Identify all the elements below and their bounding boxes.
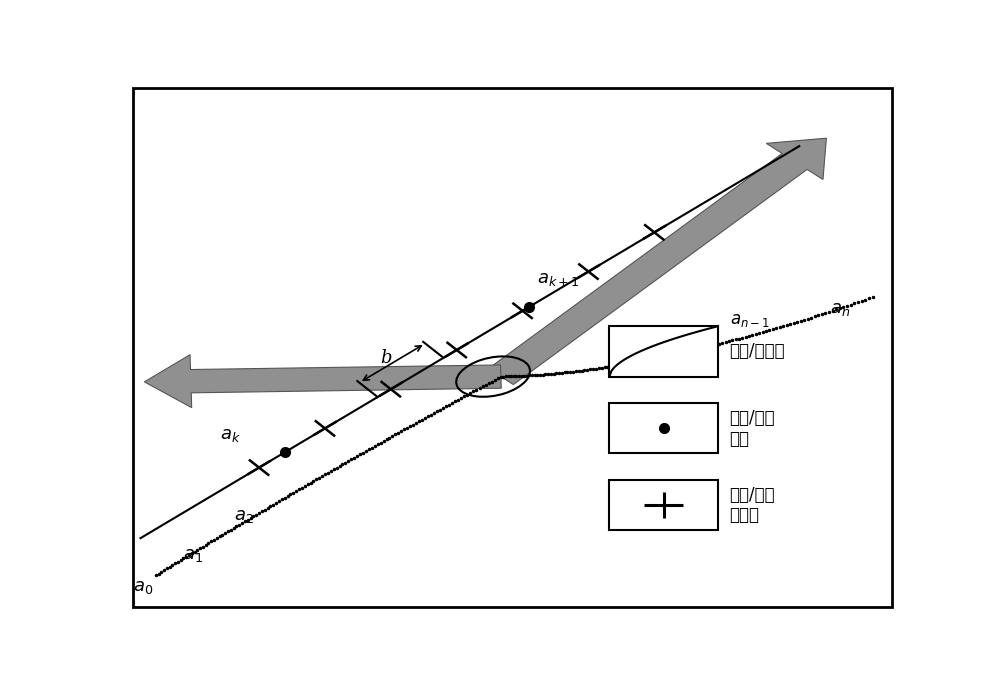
Text: $a_2$: $a_2$ <box>234 506 253 525</box>
Text: $a_1$: $a_1$ <box>183 546 203 564</box>
Bar <box>609 326 718 376</box>
Text: $a_n$: $a_n$ <box>830 300 850 318</box>
Bar <box>609 403 718 453</box>
Text: $a_{k+1}$: $a_{k+1}$ <box>537 270 580 288</box>
Text: b: b <box>380 350 392 367</box>
Text: $a_{n-1}$: $a_{n-1}$ <box>730 312 770 329</box>
Text: 断层/裂缝线: 断层/裂缝线 <box>730 343 785 361</box>
Text: $a_k$: $a_k$ <box>220 426 240 444</box>
Text: $a_0$: $a_0$ <box>133 578 153 596</box>
Polygon shape <box>144 355 501 408</box>
Text: 断层/裂缝
充填点: 断层/裂缝 充填点 <box>730 486 775 524</box>
Bar <box>609 480 718 530</box>
Text: 断层/裂缝
取点: 断层/裂缝 取点 <box>730 409 775 448</box>
Polygon shape <box>488 138 826 385</box>
